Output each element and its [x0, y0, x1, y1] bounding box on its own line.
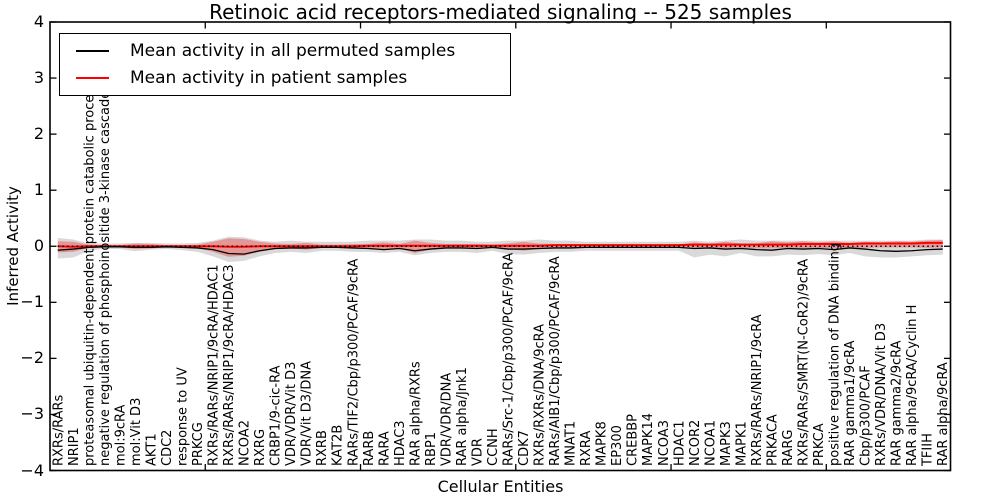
- x-tick-label: HDAC1: [672, 420, 687, 466]
- x-tick-label: RAR alpha/Jnk1: [455, 367, 470, 466]
- x-tick-label: MAPK8: [595, 421, 610, 466]
- x-tick-label: PRKCG: [191, 422, 206, 466]
- x-tick-label: CDK7: [517, 430, 532, 466]
- x-tick-label: negative regulation of phosphoinositide …: [98, 91, 113, 466]
- y-tick-label: 3: [33, 68, 44, 88]
- legend-item-permuted: Mean activity in all permuted samples: [60, 41, 510, 61]
- x-tick-label: RARG: [781, 429, 796, 466]
- x-tick-label: mol:Vit D3: [129, 398, 144, 466]
- permuted-mean-line: [57, 246, 943, 255]
- x-tick-label: NCOA3: [657, 420, 672, 466]
- x-tick-label: RXRs/VDR/DNA/Vit D3: [874, 323, 889, 466]
- x-tick-label: NCOR2: [688, 420, 703, 466]
- x-tick-label: MNAT1: [564, 421, 579, 466]
- x-tick-label: NCOA2: [238, 420, 253, 466]
- x-tick-label: VDR/VDR/Vit D3: [284, 362, 299, 466]
- x-tick-label: RARs/Src-1/Cbp/p300/PCAF/9cRA: [502, 253, 517, 466]
- chart-title: Retinoic acid receptors-mediated signali…: [209, 0, 792, 24]
- x-tick-label: RXRs/RARs: [51, 394, 66, 466]
- x-tick-label: RXRs/RARs/SMRT(N-CoR2)/9cRA: [797, 259, 812, 466]
- x-tick-label: MAPK3: [719, 421, 734, 466]
- x-tick-label: MAPK1: [734, 421, 749, 466]
- x-tick-label: EP300: [610, 425, 625, 466]
- legend-item-patient: Mean activity in patient samples: [60, 68, 510, 88]
- y-tick-label: −3: [20, 404, 44, 424]
- legend-label-permuted: Mean activity in all permuted samples: [130, 40, 456, 61]
- y-tick-label: 1: [33, 180, 44, 200]
- x-tick-label: VDR/VDR/DNA: [439, 373, 454, 466]
- x-tick-label: RBP1: [424, 432, 439, 466]
- x-tick-label: RARB: [362, 431, 377, 466]
- x-tick-label: HDAC3: [393, 420, 408, 466]
- x-tick-label: VDR/Vit D3/DNA: [300, 361, 315, 466]
- x-tick-label: RXRB: [315, 430, 330, 466]
- x-tick-label: proteasomal ubiquitin-dependent protein …: [82, 81, 97, 466]
- x-tick-label: response to UV: [175, 367, 190, 466]
- x-tick-label: mol:9cRA: [113, 404, 128, 466]
- x-tick-label: RXRs/RXRs/DNA/9cRA: [533, 324, 548, 466]
- legend: Mean activity in all permuted samples Me…: [59, 33, 511, 96]
- y-tick-label: 2: [33, 124, 44, 144]
- x-tick-label: CDC2: [160, 430, 175, 466]
- x-tick-label: RARs/AIB1/Cbp/p300/PCAF/9cRA: [548, 256, 563, 466]
- x-tick-label: NRIP1: [67, 427, 82, 466]
- x-tick-label: RAR alpha/9cRA: [936, 362, 951, 466]
- x-tick-label: TFIIH: [921, 433, 936, 467]
- x-tick-label: Cbp/p300/PCAF: [859, 365, 874, 466]
- x-tick-label: KAT2B: [331, 425, 346, 466]
- x-tick-label: RAR gamma1/9cRA: [843, 340, 858, 466]
- x-tick-label: RXRG: [253, 429, 268, 466]
- x-tick-label: RXRs/RARs/NRIP1/9cRA: [750, 314, 765, 466]
- x-tick-label: RAR alpha/9cRA/Cyclin H: [905, 305, 920, 466]
- x-tick-label: RARA: [377, 431, 392, 466]
- x-tick-label: RXRA: [579, 431, 594, 466]
- permuted-line-swatch: [76, 49, 109, 52]
- patient-line-swatch: [76, 77, 109, 80]
- y-tick-label: 0: [33, 236, 44, 256]
- x-tick-label: PRKCA: [812, 423, 827, 466]
- x-tick-label: NCOA1: [703, 420, 718, 466]
- x-tick-label: RAR gamma2/9cRA: [890, 340, 905, 466]
- x-axis-label: Cellular Entities: [437, 477, 564, 496]
- y-tick-label: −1: [20, 292, 44, 312]
- x-tick-label: MAPK14: [641, 413, 656, 466]
- x-tick-label: RXRs/RARs/NRIP1/9cRA/HDAC1: [207, 264, 222, 466]
- legend-label-patient: Mean activity in patient samples: [130, 68, 408, 89]
- y-tick-label: 4: [33, 12, 44, 31]
- x-tick-label: AKT1: [144, 433, 159, 466]
- x-tick-label: CREBBP: [626, 414, 641, 466]
- x-tick-label: CRBP1/9-cic-RA: [269, 365, 284, 466]
- y-tick-label: −4: [20, 460, 44, 480]
- permuted-samples-std-band: [57, 236, 943, 262]
- x-tick-label: VDR: [470, 438, 485, 466]
- x-tick-label: RXRs/RARs/NRIP1/9cRA/HDAC3: [222, 264, 237, 466]
- x-tick-label: positive regulation of DNA binding: [828, 243, 843, 466]
- x-tick-label: RARs/TIF2/Cbp/p300/PCAF/9cRA: [346, 259, 361, 466]
- x-tick-label: RAR alpha/RXRs: [408, 361, 423, 466]
- y-tick-label: −2: [20, 348, 44, 368]
- x-tick-label: CCNH: [486, 428, 501, 466]
- x-tick-label: PRKACA: [765, 414, 780, 466]
